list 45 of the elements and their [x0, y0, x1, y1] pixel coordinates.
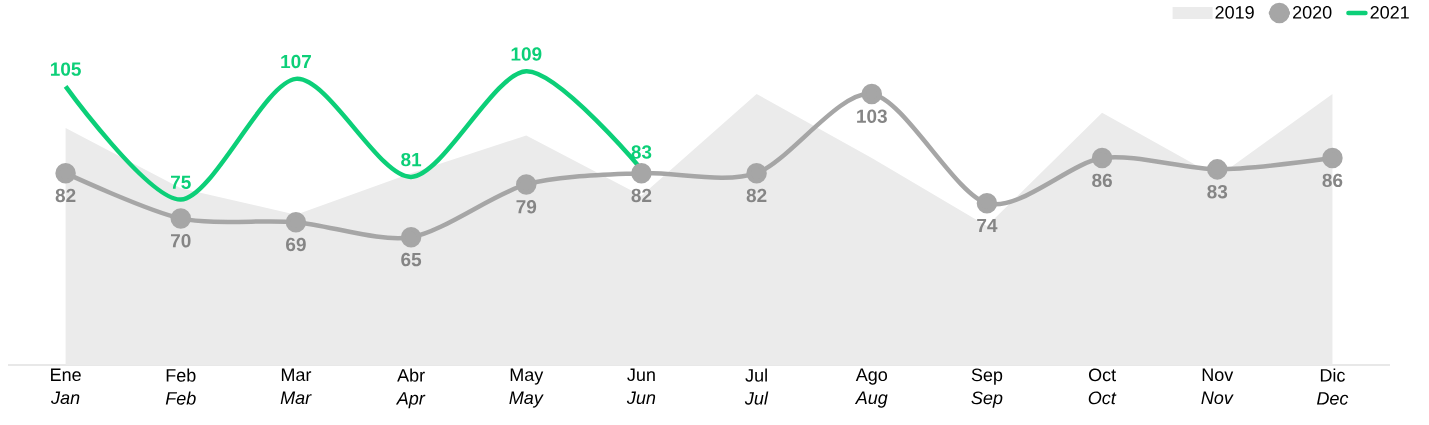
x-tick-label: Sep Sep	[971, 368, 1003, 408]
data-label: 86	[1322, 173, 1343, 188]
point	[976, 193, 998, 214]
point	[1207, 159, 1228, 180]
data-label: 83	[631, 145, 652, 159]
data-label: 74	[977, 218, 998, 232]
point	[400, 227, 422, 248]
point	[170, 208, 192, 229]
point	[285, 211, 307, 233]
data-label: 70	[171, 233, 191, 248]
data-label: 82	[746, 188, 767, 203]
point	[861, 83, 883, 105]
legend-label: 2021	[1370, 6, 1409, 19]
data-label: 79	[516, 200, 537, 214]
x-tick-label: Abr Apr	[395, 368, 426, 409]
data-label: 107	[281, 54, 311, 69]
x-tick-label: Jun Jun	[626, 368, 656, 405]
point	[746, 162, 767, 184]
data-label: 82	[631, 188, 652, 203]
point	[1091, 147, 1113, 169]
x-tick-label: May May	[509, 368, 544, 408]
data-label: 83	[1207, 184, 1228, 199]
x-tick-label: Feb Feb	[165, 368, 196, 405]
data-label: 103	[857, 109, 887, 124]
x-tick-label: Nov Nov	[1201, 368, 1234, 405]
data-label: 65	[401, 252, 422, 267]
x-tick-label: Ene Jan	[51, 368, 81, 405]
data-label: 105	[50, 62, 81, 76]
x-tick-label: Oct Oct	[1088, 368, 1117, 405]
x-tick-label: Mar Mar	[280, 368, 312, 405]
x-tick-label: Ago Aug	[854, 368, 888, 408]
point	[1322, 147, 1343, 169]
legend-label: 2020	[1293, 6, 1332, 19]
data-label: 109	[511, 47, 542, 61]
point	[516, 174, 537, 195]
point	[55, 162, 76, 184]
data-label: 86	[1092, 173, 1112, 188]
data-label: 69	[286, 237, 306, 252]
data-label: 81	[401, 152, 422, 167]
x-tick-label: Dic Dec	[1316, 368, 1349, 405]
point	[631, 162, 652, 184]
x-tick-label: Jul Jul	[744, 368, 769, 405]
legend-label: 2019	[1215, 6, 1254, 19]
data-label: 75	[171, 175, 191, 189]
data-label: 82	[55, 188, 76, 203]
